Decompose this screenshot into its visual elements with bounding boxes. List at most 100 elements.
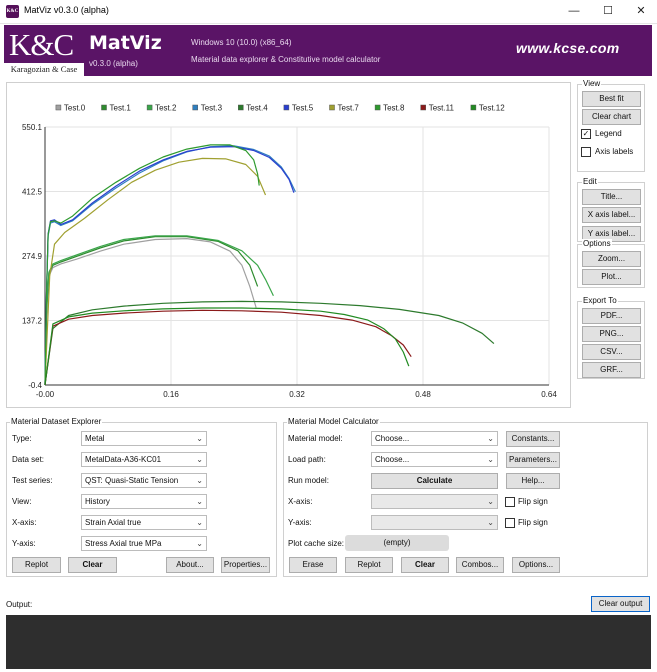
- calc-x-axis-label: X-axis:: [288, 497, 313, 506]
- title-button[interactable]: Title...: [582, 189, 641, 205]
- legend-label: Test.2: [155, 104, 177, 113]
- y-tick-label: -0.4: [28, 381, 42, 390]
- constants-button[interactable]: Constants...: [506, 431, 560, 447]
- series-line-test-7: [44, 157, 267, 385]
- close-button[interactable]: ✕: [636, 5, 646, 17]
- legend-swatch: [470, 104, 477, 111]
- header-banner: [4, 25, 652, 76]
- y-tick-label: 274.9: [22, 252, 43, 261]
- view-select[interactable]: History ⌄: [81, 494, 207, 509]
- legend-label: Test.4: [246, 104, 268, 113]
- erase-button[interactable]: Erase: [289, 557, 337, 573]
- legend-checkbox[interactable]: ✓: [581, 129, 591, 139]
- chevron-down-icon: ⌄: [196, 518, 203, 527]
- chevron-down-icon: ⌄: [487, 455, 494, 464]
- export-grf-button[interactable]: GRF...: [582, 362, 641, 378]
- load-path-select[interactable]: Choose... ⌄: [371, 452, 498, 467]
- chevron-down-icon: ⌄: [487, 434, 494, 443]
- x-tick-label: 0.64: [541, 390, 557, 399]
- options-group-title: Options: [582, 239, 612, 248]
- legend-label: Test.3: [201, 104, 223, 113]
- legend-label: Test.8: [383, 104, 405, 113]
- combos-button[interactable]: Combos...: [456, 557, 504, 573]
- export-pdf-button[interactable]: PDF...: [582, 308, 641, 324]
- properties-button[interactable]: Properties...: [221, 557, 270, 573]
- model-calculator-title: Material Model Calculator: [287, 417, 380, 426]
- chevron-down-icon: ⌄: [487, 497, 494, 506]
- x-tick-label: 0.48: [415, 390, 431, 399]
- company-url[interactable]: www.kcse.com: [516, 40, 620, 56]
- chart-panel: -0.00 0.16 0.32 0.48 0.64 -0.4 137.2 274.9 412.5…: [6, 82, 571, 408]
- clear-chart-button[interactable]: Clear chart: [582, 109, 641, 125]
- test-series-select-value: QST: Quasi-Static Tension: [85, 476, 179, 485]
- flip-x-checkbox[interactable]: [505, 497, 515, 507]
- dataset-select-value: MetalData-A36-KC01: [85, 455, 162, 464]
- chart-svg[interactable]: -0.00 0.16 0.32 0.48 0.64 -0.4 137.2 274.9 412.5…: [7, 83, 570, 407]
- legend-label: Test.5: [292, 104, 314, 113]
- chevron-down-icon: ⌄: [196, 434, 203, 443]
- x-axis-select[interactable]: Strain Axial true ⌄: [81, 515, 207, 530]
- axis-labels-label: Axis labels: [595, 147, 634, 156]
- x-axis-label: X-axis:: [12, 518, 37, 527]
- legend-swatch: [329, 104, 335, 111]
- explorer-replot-button[interactable]: Replot: [12, 557, 61, 573]
- view-label: View:: [12, 497, 32, 506]
- x-tick-label: 0.32: [289, 390, 305, 399]
- type-select-value: Metal: [85, 434, 105, 443]
- minimize-button[interactable]: —: [568, 5, 580, 17]
- legend-label: Test.1: [110, 104, 132, 113]
- flip-y-label: Flip sign: [518, 518, 548, 527]
- output-console[interactable]: [6, 615, 651, 669]
- model-calculator-group: [283, 422, 648, 577]
- material-model-select[interactable]: Choose... ⌄: [371, 431, 498, 446]
- view-group: [577, 84, 645, 172]
- about-button[interactable]: About...: [166, 557, 214, 573]
- series-line-test-8: [44, 144, 260, 385]
- calc-y-axis-select[interactable]: ⌄: [371, 515, 498, 530]
- help-button[interactable]: Help...: [506, 473, 560, 489]
- flip-y-checkbox[interactable]: [505, 518, 515, 528]
- dataset-select[interactable]: MetalData-A36-KC01 ⌄: [81, 452, 207, 467]
- app-icon: K&C: [6, 5, 19, 18]
- series-line-test-12: [44, 307, 410, 385]
- y-axis-select-value: Stress Axial true MPa: [85, 539, 162, 548]
- view-group-title: View: [582, 79, 602, 88]
- calculate-button[interactable]: Calculate: [371, 473, 498, 489]
- calc-replot-button[interactable]: Replot: [345, 557, 393, 573]
- legend-label: Test.0: [64, 104, 86, 113]
- app-version: v0.3.0 (alpha): [89, 59, 138, 68]
- calc-x-axis-select[interactable]: ⌄: [371, 494, 498, 509]
- clear-output-button[interactable]: Clear output: [591, 596, 650, 612]
- edit-group-title: Edit: [582, 177, 598, 186]
- title-bar: K&C MatViz v0.3.0 (alpha) — ☐ ✕: [0, 0, 657, 24]
- axis-labels-checkbox[interactable]: [581, 147, 591, 157]
- chevron-down-icon: ⌄: [196, 455, 203, 464]
- flip-x-label: Flip sign: [518, 497, 548, 506]
- x-axis-label-button[interactable]: X axis label...: [582, 207, 641, 223]
- series-line-test-5: [44, 146, 295, 385]
- plot-button[interactable]: Plot...: [582, 269, 641, 285]
- test-series-select[interactable]: QST: Quasi-Static Tension ⌄: [81, 473, 207, 488]
- legend-label: Test.11: [429, 104, 455, 113]
- zoom-button[interactable]: Zoom...: [582, 251, 641, 267]
- chevron-down-icon: ⌄: [196, 476, 203, 485]
- maximize-button[interactable]: ☐: [603, 5, 613, 17]
- load-path-label: Load path:: [288, 455, 326, 464]
- options-button[interactable]: Options...: [512, 557, 560, 573]
- parameters-button[interactable]: Parameters...: [506, 452, 560, 468]
- type-label: Type:: [12, 434, 32, 443]
- y-tick-label: 137.2: [22, 317, 43, 326]
- type-select[interactable]: Metal ⌄: [81, 431, 207, 446]
- explorer-clear-button[interactable]: Clear: [68, 557, 117, 573]
- calc-clear-button[interactable]: Clear: [401, 557, 449, 573]
- test-series-label: Test series:: [12, 476, 53, 485]
- export-csv-button[interactable]: CSV...: [582, 344, 641, 360]
- dataset-explorer-title: Material Dataset Explorer: [10, 417, 103, 426]
- chevron-down-icon: ⌄: [487, 518, 494, 527]
- best-fit-button[interactable]: Best fit: [582, 91, 641, 107]
- x-tick-label: -0.00: [36, 390, 55, 399]
- output-label: Output:: [6, 600, 33, 609]
- y-axis-select[interactable]: Stress Axial true MPa ⌄: [81, 536, 207, 551]
- x-axis-select-value: Strain Axial true: [85, 518, 142, 527]
- export-png-button[interactable]: PNG...: [582, 326, 641, 342]
